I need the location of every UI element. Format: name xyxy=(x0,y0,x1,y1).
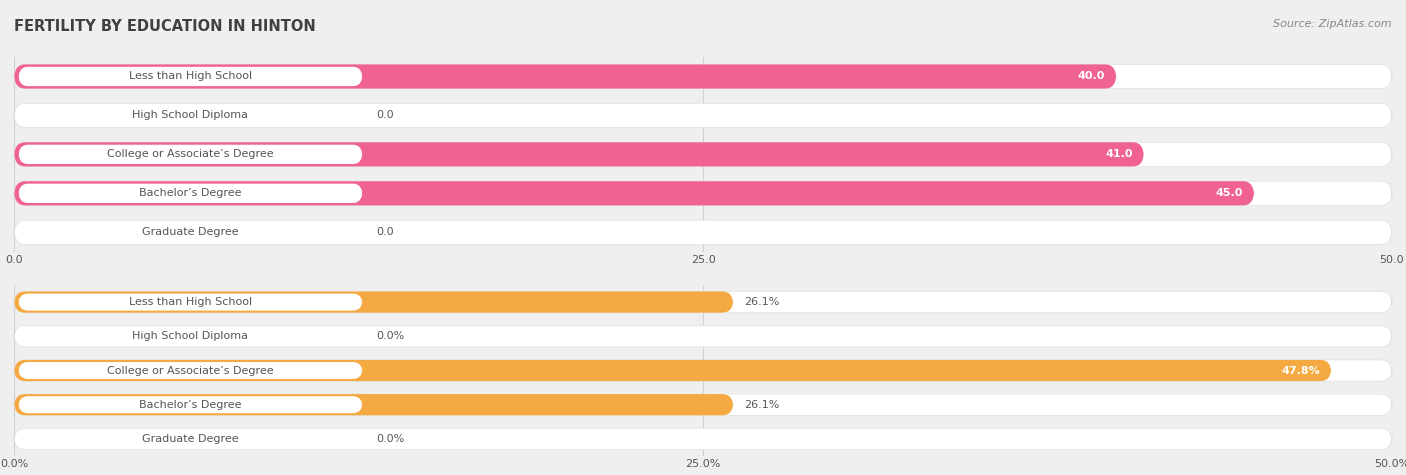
FancyBboxPatch shape xyxy=(14,181,1392,205)
Text: College or Associate’s Degree: College or Associate’s Degree xyxy=(107,365,274,376)
Text: FERTILITY BY EDUCATION IN HINTON: FERTILITY BY EDUCATION IN HINTON xyxy=(14,19,316,34)
Text: 26.1%: 26.1% xyxy=(744,399,780,410)
Text: College or Associate’s Degree: College or Associate’s Degree xyxy=(107,149,274,160)
Text: Less than High School: Less than High School xyxy=(129,71,252,82)
FancyBboxPatch shape xyxy=(18,223,363,242)
FancyBboxPatch shape xyxy=(18,430,363,447)
FancyBboxPatch shape xyxy=(14,394,734,415)
Text: Less than High School: Less than High School xyxy=(129,297,252,307)
FancyBboxPatch shape xyxy=(14,104,1392,127)
FancyBboxPatch shape xyxy=(18,328,363,345)
Text: 26.1%: 26.1% xyxy=(744,297,780,307)
Text: Graduate Degree: Graduate Degree xyxy=(142,227,239,238)
Text: 0.0%: 0.0% xyxy=(377,434,405,444)
FancyBboxPatch shape xyxy=(14,142,1392,166)
Text: 0.0%: 0.0% xyxy=(377,331,405,342)
FancyBboxPatch shape xyxy=(18,362,363,379)
Text: High School Diploma: High School Diploma xyxy=(132,331,249,342)
FancyBboxPatch shape xyxy=(14,360,1392,381)
FancyBboxPatch shape xyxy=(14,292,1392,313)
Text: 41.0: 41.0 xyxy=(1105,149,1133,160)
Text: 40.0: 40.0 xyxy=(1078,71,1105,82)
FancyBboxPatch shape xyxy=(18,396,363,413)
FancyBboxPatch shape xyxy=(14,65,1392,88)
FancyBboxPatch shape xyxy=(14,428,1392,449)
FancyBboxPatch shape xyxy=(18,67,363,86)
Text: Graduate Degree: Graduate Degree xyxy=(142,434,239,444)
FancyBboxPatch shape xyxy=(14,181,1254,205)
Text: 0.0: 0.0 xyxy=(377,227,394,238)
Text: High School Diploma: High School Diploma xyxy=(132,110,249,121)
Text: 45.0: 45.0 xyxy=(1216,188,1243,199)
FancyBboxPatch shape xyxy=(18,106,363,125)
FancyBboxPatch shape xyxy=(14,292,734,313)
Text: 47.8%: 47.8% xyxy=(1281,365,1320,376)
FancyBboxPatch shape xyxy=(14,65,1116,88)
Text: Source: ZipAtlas.com: Source: ZipAtlas.com xyxy=(1274,19,1392,29)
Text: Bachelor’s Degree: Bachelor’s Degree xyxy=(139,188,242,199)
FancyBboxPatch shape xyxy=(14,360,1331,381)
FancyBboxPatch shape xyxy=(14,394,1392,415)
FancyBboxPatch shape xyxy=(14,142,1144,166)
FancyBboxPatch shape xyxy=(14,326,1392,347)
FancyBboxPatch shape xyxy=(18,184,363,203)
FancyBboxPatch shape xyxy=(18,294,363,311)
Text: 0.0: 0.0 xyxy=(377,110,394,121)
Text: Bachelor’s Degree: Bachelor’s Degree xyxy=(139,399,242,410)
FancyBboxPatch shape xyxy=(14,220,1392,244)
FancyBboxPatch shape xyxy=(18,145,363,164)
